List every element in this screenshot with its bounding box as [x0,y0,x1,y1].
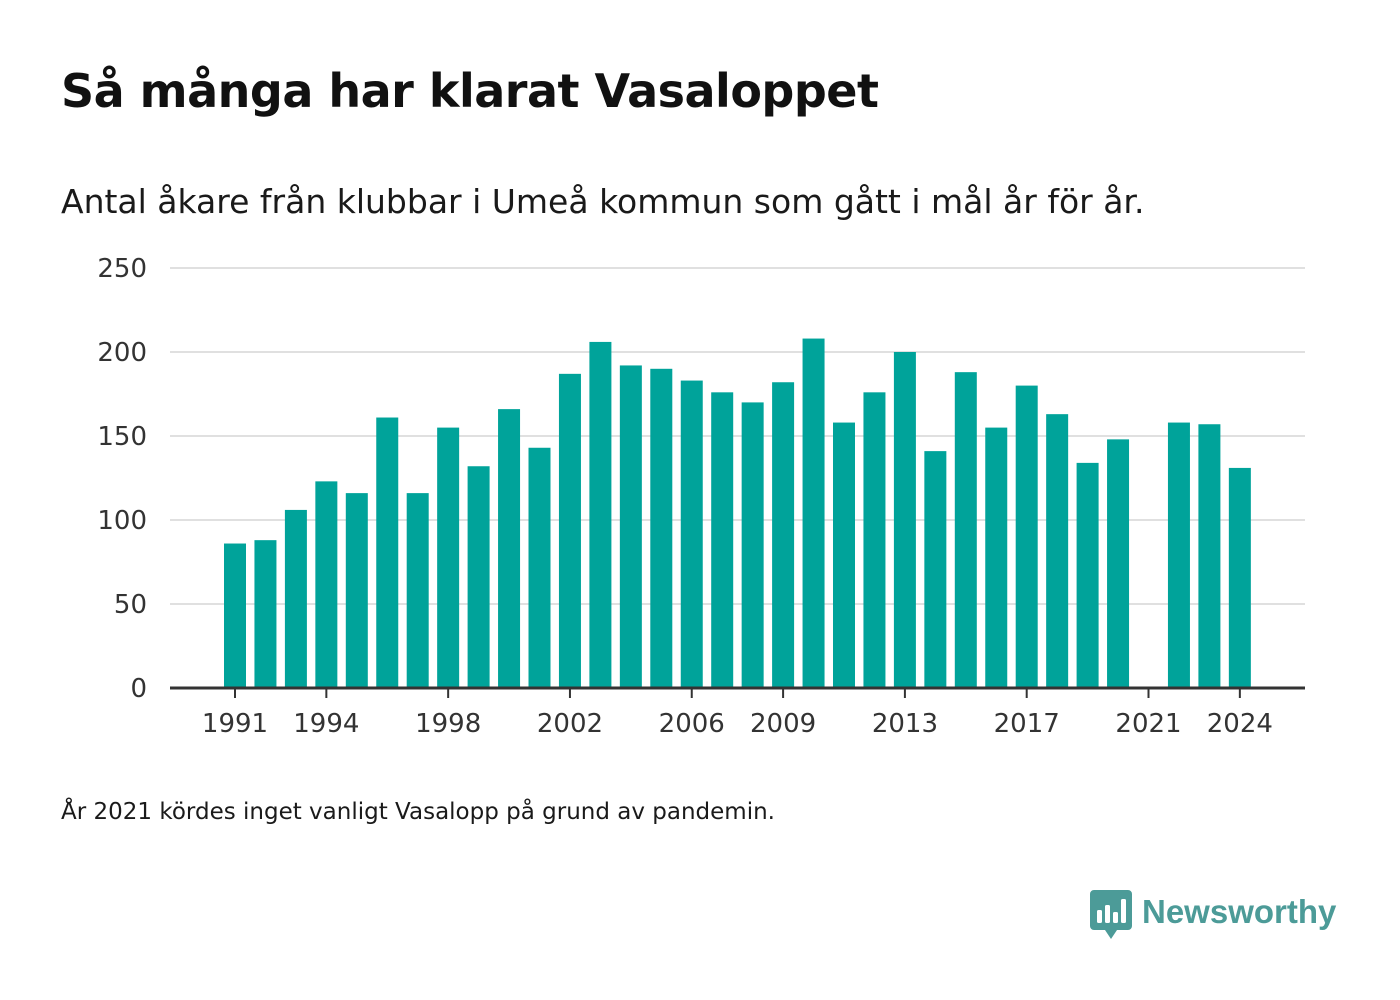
x-tick-label: 1991 [202,709,268,739]
bar-2022 [1167,422,1190,688]
bar-1997 [406,493,429,688]
bar-2023 [1198,424,1221,688]
chart-title: Så många har klarat Vasaloppet [61,64,879,118]
x-tick-label: 2002 [537,709,603,739]
bar-1996 [376,417,399,688]
bar-2012 [863,392,886,688]
bar-2014 [924,451,947,688]
chart-subtitle: Antal åkare från klubbar i Umeå kommun s… [61,182,1145,221]
bar-2013 [893,352,916,688]
x-tick-label: 1998 [415,709,481,739]
x-tick-label: 2017 [994,709,1060,739]
bar-2018 [1046,414,1069,688]
y-tick-label: 200 [97,338,147,368]
footnote: År 2021 kördes inget vanligt Vasalopp på… [61,799,775,825]
x-tick-label: 2024 [1207,709,1273,739]
x-tick-label: 2006 [659,709,725,739]
bar-2017 [1015,385,1038,688]
bar-chart: 0 50 100 150 200 250 1991 1994 1998 2002 2006 2009… [97,254,1305,739]
bar-1995 [345,493,368,688]
bar-2019 [1076,462,1099,688]
bar-1992 [254,540,277,688]
bar-1994 [315,481,338,688]
y-tick-label: 0 [130,674,147,704]
bar-2024 [1228,467,1251,688]
y-axis-ticks: 0 50 100 150 200 250 [97,254,147,704]
bar-2008 [741,402,764,688]
bar-2005 [650,368,673,688]
x-axis: 1991 1994 1998 2002 2006 2009 2013 2017 2021 2024 [170,686,1305,739]
x-tick-label: 2021 [1115,709,1181,739]
bar-2004 [619,365,642,688]
bar-2009 [772,382,795,688]
gridlines [170,267,1305,605]
bar-2006 [680,380,703,688]
x-tick-label: 2009 [750,709,816,739]
bar-2000 [498,409,521,688]
bar-2003 [589,341,612,688]
bar-2020 [1107,439,1130,688]
bar-1991 [224,543,246,688]
bar-2007 [711,392,734,688]
x-tick-label: 1994 [293,709,359,739]
bar-2002 [558,373,581,688]
x-tick-label: 2013 [872,709,938,739]
y-tick-label: 100 [97,506,147,536]
bar-2001 [528,447,551,688]
bar-2011 [833,422,855,688]
y-tick-label: 250 [97,254,147,284]
bar-1999 [467,466,490,688]
brand-logo: Newsworthy [1090,890,1336,942]
bar-1993 [284,509,307,688]
brand-name: Newsworthy [1142,893,1337,930]
bar-2015 [954,372,977,688]
y-tick-label: 50 [114,590,147,620]
bar-2016 [985,427,1008,688]
bar-1998 [437,427,460,688]
bar-2010 [802,338,825,688]
bars [224,338,1251,688]
newsworthy-logo-icon [1090,890,1132,939]
y-tick-label: 150 [97,422,147,452]
